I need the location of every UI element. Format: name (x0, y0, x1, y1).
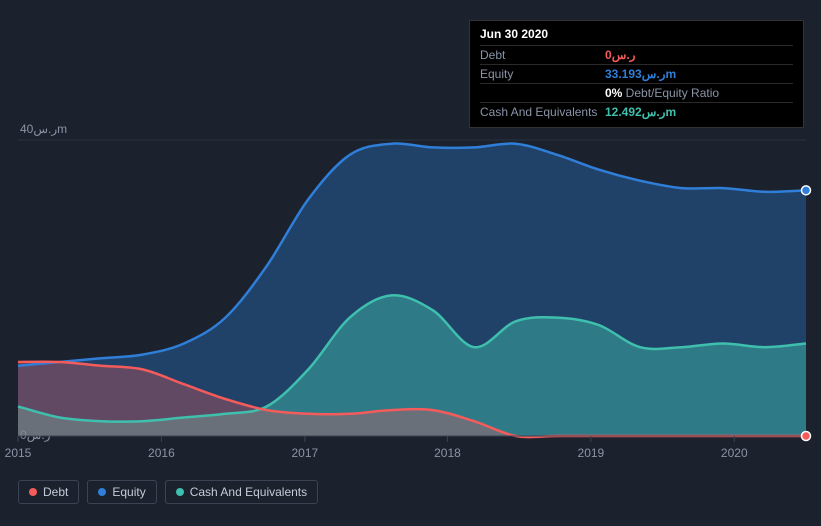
legend-item-debt[interactable]: Debt (18, 480, 79, 504)
legend-label: Equity (112, 485, 145, 499)
legend-swatch (98, 488, 106, 496)
tooltip-row-value: 33.193ر.سm (605, 67, 676, 81)
x-tick-label: 2016 (148, 446, 175, 460)
tooltip-row-value: 0% Debt/Equity Ratio (605, 86, 719, 100)
hover-tooltip: Jun 30 2020 Debt0ر.سEquity33.193ر.سm0% D… (469, 20, 804, 128)
tooltip-row: Debt0ر.س (480, 45, 793, 64)
legend-swatch (29, 488, 37, 496)
legend-label: Debt (43, 485, 68, 499)
x-tick-label: 2020 (721, 446, 748, 460)
tooltip-row: Equity33.193ر.سm (480, 64, 793, 83)
chart-container: 40ر.سm 0ر.س 201520162017201820192020 Jun… (0, 0, 821, 526)
chart-legend: Debt Equity Cash And Equivalents (18, 480, 318, 504)
tooltip-row: Cash And Equivalents12.492ر.سm (480, 102, 793, 121)
legend-item-equity[interactable]: Equity (87, 480, 156, 504)
tooltip-row-label (480, 86, 605, 100)
tooltip-row-label: Debt (480, 48, 605, 62)
legend-swatch (176, 488, 184, 496)
legend-item-cash-and-equivalents[interactable]: Cash And Equivalents (165, 480, 318, 504)
legend-label: Cash And Equivalents (190, 485, 307, 499)
x-tick-label: 2015 (5, 446, 32, 460)
tooltip-row-value: 12.492ر.سm (605, 105, 676, 119)
tooltip-title: Jun 30 2020 (480, 27, 793, 41)
x-tick-label: 2019 (578, 446, 605, 460)
tooltip-row-value: 0ر.س (605, 48, 635, 62)
x-tick-label: 2018 (434, 446, 461, 460)
tooltip-row-label: Cash And Equivalents (480, 105, 605, 119)
tooltip-row: 0% Debt/Equity Ratio (480, 83, 793, 102)
x-tick-label: 2017 (291, 446, 318, 460)
tooltip-row-label: Equity (480, 67, 605, 81)
